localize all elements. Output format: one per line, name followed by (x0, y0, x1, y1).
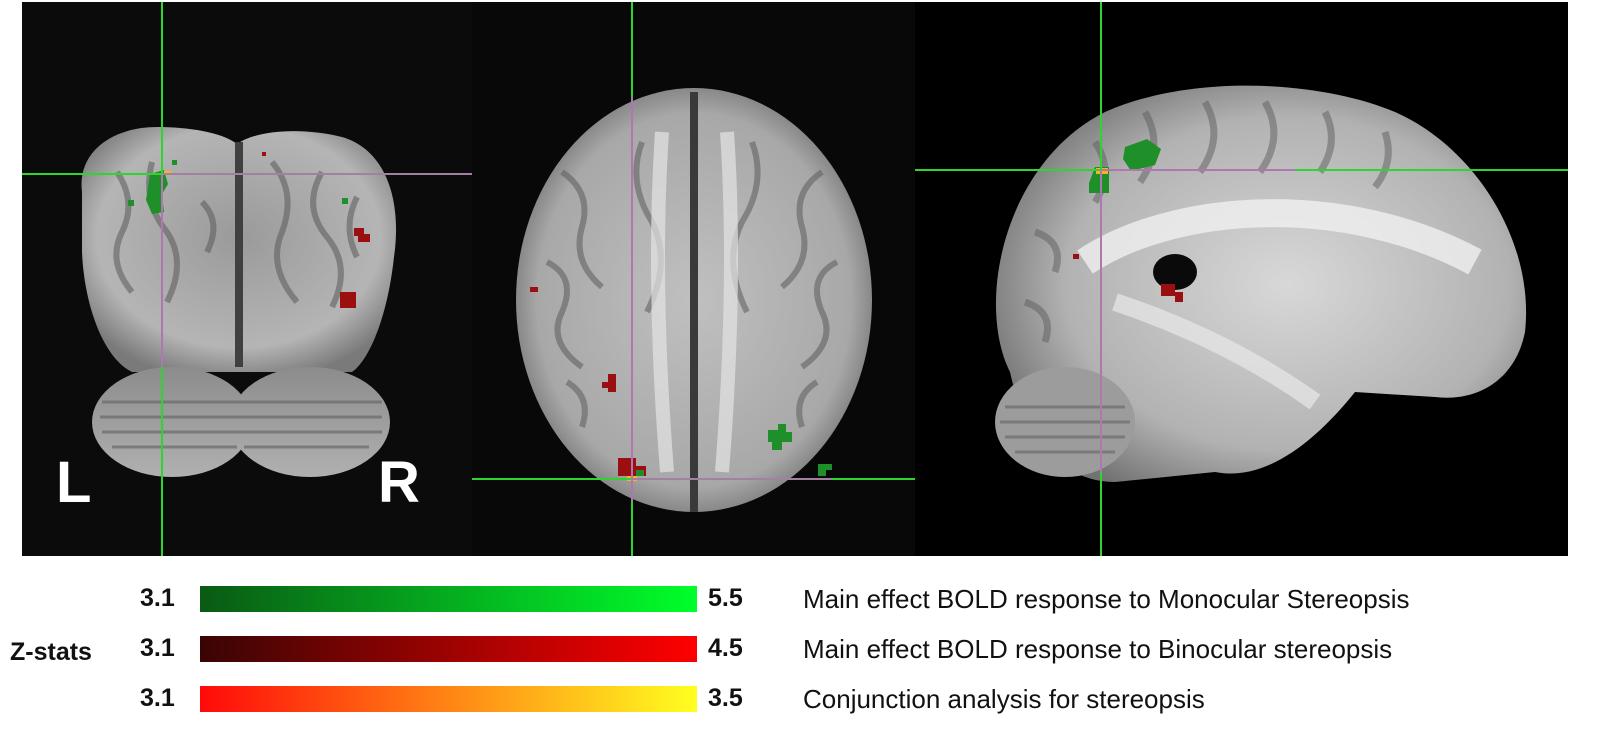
legend-row-binocular: 3.1 4.5 Main effect BOLD response to Bin… (0, 630, 1601, 670)
legend-label: Main effect BOLD response to Monocular S… (803, 584, 1410, 614)
coronal-brain-image (22, 2, 472, 556)
sagittal-brain-image (915, 2, 1568, 556)
scale-max-value: 3.5 (708, 684, 743, 712)
orientation-right-label: R (378, 450, 420, 515)
scale-min-value: 3.1 (140, 634, 175, 662)
scale-min-value: 3.1 (140, 684, 175, 712)
orientation-left-label: L (56, 450, 92, 515)
zstats-title: Z-stats (10, 638, 92, 666)
axial-brain-image (472, 2, 915, 556)
mri-viewer: L R (22, 2, 1568, 556)
legend-label: Main effect BOLD response to Binocular s… (803, 634, 1393, 664)
legend-row-monocular: 3.1 5.5 Main effect BOLD response to Mon… (0, 580, 1601, 620)
legend-label: Conjunction analysis for stereopsis (803, 684, 1205, 714)
sagittal-slice-panel (915, 2, 1568, 556)
monocular-colorbar (200, 586, 697, 612)
scale-min-value: 3.1 (140, 584, 175, 612)
conjunction-colorbar (200, 686, 697, 712)
axial-slice-panel (472, 2, 915, 556)
scale-max-value: 4.5 (708, 634, 743, 662)
coronal-slice-panel: L R (22, 2, 472, 556)
legend-row-conjunction: 3.1 3.5 Conjunction analysis for stereop… (0, 680, 1601, 720)
scale-max-value: 5.5 (708, 584, 743, 612)
binocular-colorbar (200, 636, 697, 662)
